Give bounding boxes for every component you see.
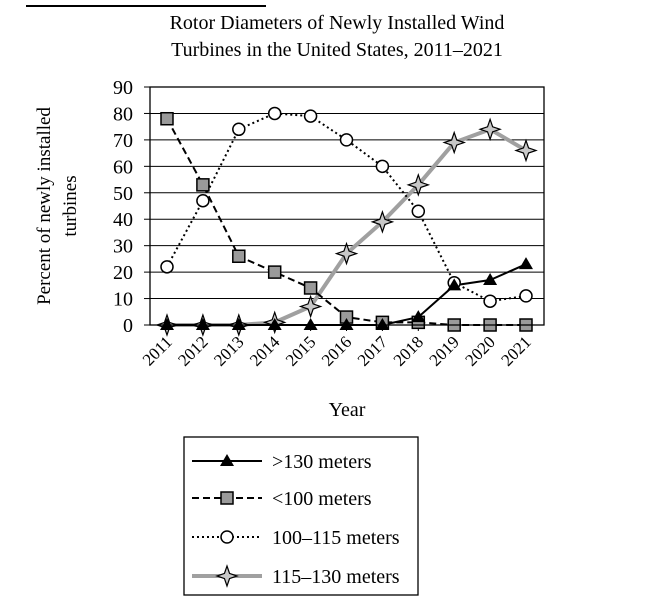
legend-marker-1 bbox=[220, 491, 234, 505]
x-tick-label: 2012 bbox=[174, 332, 211, 369]
series-line-3 bbox=[167, 127, 528, 327]
legend-label-3: 115–130 meters bbox=[272, 566, 400, 588]
series-0-point bbox=[375, 318, 390, 330]
series-2-point bbox=[483, 294, 497, 308]
x-tick-label: 2017 bbox=[354, 332, 392, 370]
series-1-point bbox=[267, 265, 282, 279]
y-tick-label: 70 bbox=[113, 130, 133, 152]
series-markers bbox=[155, 106, 538, 337]
x-tick-label: 2011 bbox=[139, 332, 176, 369]
legend-marker-0 bbox=[220, 454, 234, 466]
series-3-point bbox=[514, 138, 538, 163]
series-1-point bbox=[196, 178, 210, 192]
series-3-point bbox=[298, 294, 323, 319]
series-2-point bbox=[267, 106, 282, 121]
x-tick-label: 2016 bbox=[318, 332, 355, 369]
series-0-point bbox=[339, 318, 354, 330]
series-3-point bbox=[370, 210, 395, 234]
y-tick-label: 30 bbox=[113, 236, 133, 258]
series-2-point bbox=[196, 193, 210, 208]
y-tick-label: 80 bbox=[113, 103, 133, 125]
series-line-1 bbox=[166, 118, 526, 326]
series-2-point bbox=[375, 159, 390, 174]
legend-label-0: >130 meters bbox=[272, 451, 372, 473]
series-3-point bbox=[406, 172, 431, 197]
x-tick-label: 2014 bbox=[246, 332, 284, 370]
series-1-point bbox=[160, 111, 174, 126]
y-tick-label: 40 bbox=[113, 209, 133, 231]
x-tick-label: 2019 bbox=[426, 332, 463, 369]
grid-lines bbox=[144, 86, 544, 331]
chart-title-line-2: Turbines in the United States, 2011–2021 bbox=[171, 39, 503, 61]
series-2-point bbox=[519, 289, 533, 303]
series-0-point bbox=[483, 273, 498, 286]
top-rule bbox=[26, 5, 266, 7]
chart-title-line-1: Rotor Diameters of Newly Installed Wind bbox=[170, 12, 505, 34]
series-2-point bbox=[303, 109, 318, 123]
series-2-point bbox=[339, 133, 354, 147]
legend-marker-2 bbox=[220, 530, 234, 544]
x-tick-label: 2020 bbox=[461, 332, 498, 369]
series-0-point bbox=[231, 318, 246, 330]
y-tick-label: 60 bbox=[113, 156, 133, 178]
series-1-point bbox=[303, 281, 318, 295]
y-tick-label: 0 bbox=[123, 315, 133, 337]
legend-marker-3 bbox=[215, 564, 239, 588]
legend-label-1: <100 meters bbox=[272, 488, 372, 510]
x-tick-label: 2015 bbox=[282, 332, 319, 369]
y-tick-label: 10 bbox=[113, 289, 133, 311]
series-3-point bbox=[478, 117, 502, 142]
y-axis-label-line-1: Percent of newly installed bbox=[34, 107, 55, 305]
series-1-point bbox=[232, 249, 246, 263]
y-axis-label-line-2: turbines bbox=[60, 175, 81, 236]
x-tick-label: 2013 bbox=[210, 332, 247, 369]
series-2-point bbox=[411, 204, 426, 219]
series-0-point bbox=[519, 257, 533, 270]
legend-label-2: 100–115 meters bbox=[272, 527, 400, 549]
y-tick-label: 90 bbox=[113, 77, 133, 99]
x-axis-label: Year bbox=[329, 399, 366, 421]
x-tick-labels: 2011201220132014201520162017201820192020… bbox=[139, 332, 535, 370]
y-tick-label: 20 bbox=[113, 262, 133, 284]
series-0-point bbox=[303, 318, 318, 330]
series-2-point bbox=[232, 122, 246, 137]
legend: >130 meters <100 meters 100–115 meters 115–… bbox=[192, 451, 400, 588]
y-tick-labels: 0 10 20 30 40 50 60 70 80 90 bbox=[113, 77, 133, 337]
series-0-point bbox=[195, 318, 210, 330]
series-3-point bbox=[334, 241, 359, 266]
series-0-point bbox=[267, 318, 282, 330]
x-tick-label: 2018 bbox=[390, 332, 427, 369]
series-3-point bbox=[442, 130, 467, 155]
y-tick-label: 50 bbox=[113, 183, 133, 205]
series-0-point bbox=[160, 318, 174, 330]
series-0-point bbox=[411, 310, 426, 323]
plot-frame bbox=[149, 86, 545, 326]
series-0-point bbox=[447, 278, 462, 291]
series-2-point bbox=[160, 260, 174, 274]
x-tick-label: 2021 bbox=[497, 332, 534, 369]
